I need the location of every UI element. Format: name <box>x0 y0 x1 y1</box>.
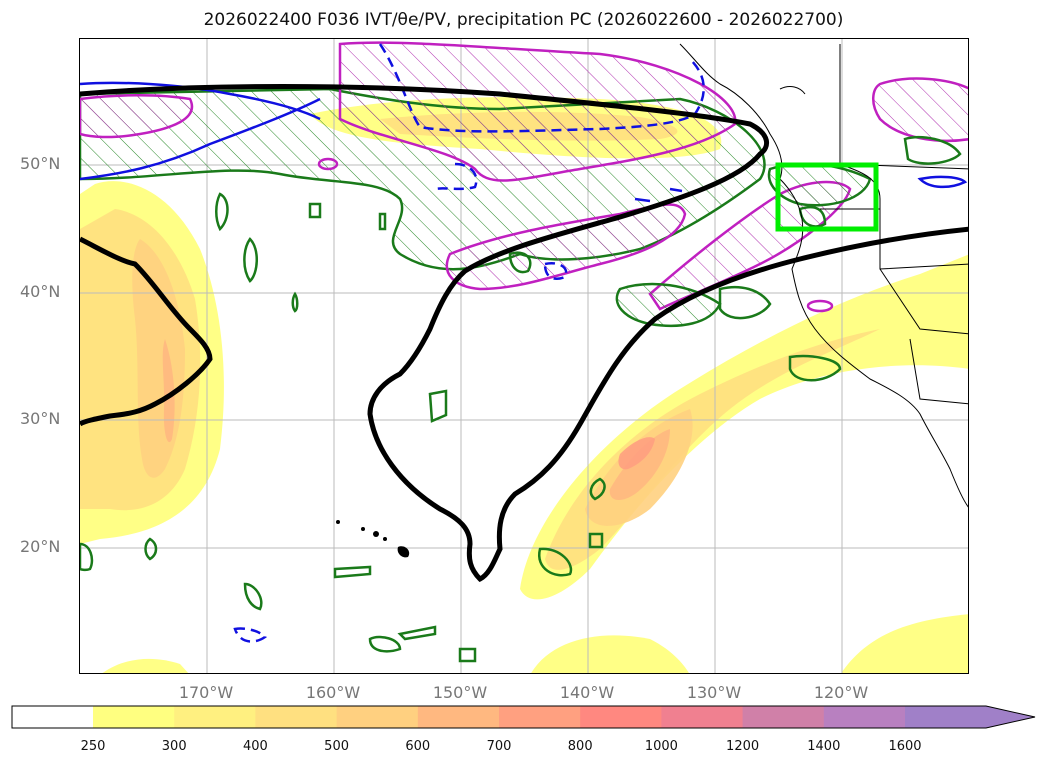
colorbar-tick-label: 500 <box>324 739 350 754</box>
lat-label: 40°N <box>20 282 61 301</box>
lon-label: 170°W <box>178 683 234 702</box>
lat-label: 20°N <box>20 537 61 556</box>
colorbar-cell <box>93 706 175 728</box>
colorbar-cell <box>905 706 987 728</box>
hawaii-islands <box>336 520 410 558</box>
colorbar-cell <box>499 706 581 728</box>
colorbar-tick-label: 400 <box>242 739 268 754</box>
black-pv-contours <box>80 84 968 583</box>
colorbar-below-cell <box>12 706 93 728</box>
colorbar <box>11 705 1036 729</box>
lat-label: 50°N <box>20 154 61 173</box>
lon-label: 150°W <box>432 683 488 702</box>
colorbar-cell <box>823 706 906 728</box>
map-svg <box>80 39 968 673</box>
ivt-blue-dashed <box>233 43 705 643</box>
colorbar-tick-label: 1600 <box>888 739 922 754</box>
magenta-small-contour <box>806 299 834 313</box>
lon-label: 160°W <box>305 683 361 702</box>
colorbar-cell <box>336 706 419 728</box>
colorbar-cell <box>255 706 338 728</box>
colorbar-cell <box>742 706 825 728</box>
lon-label: 130°W <box>686 683 742 702</box>
colorbar-outline <box>11 705 1036 729</box>
colorbar-tick-label: 1400 <box>807 739 841 754</box>
colorbar-tick-label: 800 <box>567 739 593 754</box>
ivt-plume-east <box>520 254 968 600</box>
colorbar-tick-label: 600 <box>405 739 431 754</box>
colorbar-tick-label: 250 <box>80 739 106 754</box>
colorbar-extend-arrow <box>986 706 1035 728</box>
figure-title: 2026022400 F036 IVT/θe/PV, precipitation… <box>203 10 844 30</box>
colorbar-cell <box>661 706 744 728</box>
colorbar-tick-label: 1000 <box>644 739 678 754</box>
colorbar-tick-label: 700 <box>486 739 512 754</box>
map-panel <box>79 38 969 674</box>
region-highlight-box <box>775 162 879 232</box>
colorbar-cell <box>417 706 500 728</box>
colorbar-tick-label: 1200 <box>726 739 760 754</box>
magenta-small-contour <box>317 157 339 171</box>
theta-e-contours <box>80 135 962 663</box>
lon-label: 140°W <box>559 683 615 702</box>
ivt-blue-contours <box>80 81 968 203</box>
colorbar-cell <box>174 706 256 728</box>
ivt-plume-west <box>80 181 224 544</box>
colorbar-tick-label: 300 <box>161 739 187 754</box>
ivt-band-south <box>102 614 968 673</box>
colorbar-cell <box>580 706 662 728</box>
lat-label: 30°N <box>20 409 61 428</box>
lon-label: 120°W <box>813 683 869 702</box>
